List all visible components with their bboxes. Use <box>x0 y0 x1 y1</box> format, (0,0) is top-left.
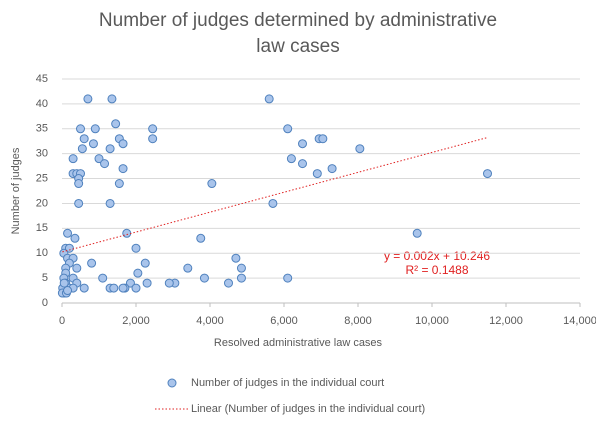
point <box>312 169 322 179</box>
x-tick-label: 2,000 <box>122 315 150 327</box>
point <box>412 228 422 238</box>
point <box>72 263 82 273</box>
legend-marker <box>167 378 177 388</box>
point <box>77 144 87 154</box>
point <box>264 94 274 104</box>
point <box>298 139 307 149</box>
y-tick-label: 20 <box>36 197 48 209</box>
point <box>105 198 115 208</box>
point <box>74 179 84 189</box>
point <box>64 243 74 253</box>
point <box>74 198 84 208</box>
y-tick-label: 0 <box>42 297 48 309</box>
x-tick-label: 14,000 <box>563 315 596 327</box>
chart-title: Number of judges determined by administr… <box>98 10 498 57</box>
point <box>355 144 365 154</box>
point <box>114 179 124 189</box>
point <box>164 278 174 288</box>
point <box>63 228 73 238</box>
trendline <box>62 137 488 253</box>
trend-r2: R² = 0.1488 <box>405 263 468 277</box>
point <box>118 283 128 293</box>
point <box>148 124 158 134</box>
point <box>131 243 141 253</box>
point <box>283 124 293 134</box>
point <box>142 278 152 288</box>
y-tick-label: 45 <box>36 73 48 85</box>
point <box>100 159 110 169</box>
y-tick-label: 10 <box>36 247 48 259</box>
point <box>118 164 128 174</box>
point <box>122 228 132 238</box>
point <box>318 134 328 144</box>
point <box>105 144 115 154</box>
point <box>88 139 98 149</box>
point <box>148 134 158 144</box>
y-tick-label: 30 <box>36 148 48 160</box>
point <box>125 278 135 288</box>
point <box>118 139 128 149</box>
x-axis-label: Resolved administrative law cases <box>214 337 383 349</box>
y-axis-label: Number of judges <box>10 147 22 234</box>
y-tick-label: 40 <box>36 98 48 110</box>
point <box>268 198 278 208</box>
point <box>224 278 233 288</box>
x-tick-label: 10,000 <box>415 315 449 327</box>
point <box>68 154 78 164</box>
point <box>236 273 246 283</box>
point <box>59 278 69 288</box>
y-tick-label: 25 <box>36 172 48 184</box>
point <box>199 273 209 283</box>
point <box>140 258 150 268</box>
point <box>111 119 121 129</box>
point <box>90 124 100 134</box>
point <box>283 273 293 283</box>
point <box>231 253 241 263</box>
point <box>63 286 73 296</box>
point <box>70 233 80 243</box>
x-tick-label: 6,000 <box>270 315 298 327</box>
y-tick-label: 15 <box>36 222 48 234</box>
point <box>133 268 143 278</box>
x-tick-label: 0 <box>59 315 65 327</box>
point <box>94 154 104 164</box>
legend-label: Number of judges in the individual court <box>191 377 384 389</box>
y-tick-label: 35 <box>36 123 48 135</box>
point <box>327 164 337 174</box>
point <box>298 159 307 169</box>
point <box>83 94 93 104</box>
point <box>79 283 89 293</box>
point <box>79 134 89 144</box>
point <box>109 283 119 293</box>
point <box>87 258 97 268</box>
point <box>107 94 117 104</box>
point <box>286 154 296 164</box>
y-tick-label: 5 <box>42 272 48 284</box>
x-tick-label: 4,000 <box>196 315 224 327</box>
point <box>236 263 246 273</box>
point <box>76 124 85 134</box>
point <box>483 169 492 179</box>
point <box>183 263 193 273</box>
point <box>207 179 217 189</box>
x-tick-label: 8,000 <box>344 315 372 327</box>
point <box>98 273 108 283</box>
x-tick-label: 12,000 <box>489 315 523 327</box>
point <box>131 283 141 293</box>
legend-label: Linear (Number of judges in the individu… <box>191 403 425 415</box>
trend-equation: y = 0.002x + 10.246 <box>384 249 490 263</box>
point <box>196 233 206 243</box>
